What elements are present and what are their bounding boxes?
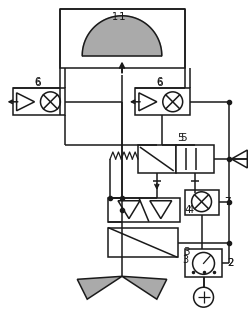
Text: 2: 2 [227, 259, 234, 268]
Text: 1: 1 [119, 12, 125, 22]
Text: 6: 6 [34, 78, 41, 87]
Text: 6: 6 [157, 78, 163, 87]
Bar [13, 88, 65, 115]
Bar [108, 198, 180, 222]
Text: 7: 7 [224, 197, 231, 207]
Text: 3: 3 [183, 255, 189, 265]
Bar [135, 88, 190, 115]
Text: 6: 6 [156, 78, 163, 88]
Text: 5: 5 [180, 133, 187, 143]
Text: 5: 5 [178, 133, 184, 143]
Text: 4: 4 [188, 205, 194, 215]
Text: 7: 7 [224, 197, 231, 207]
Text: 2: 2 [227, 259, 234, 268]
Bar [185, 250, 222, 277]
Bar [176, 145, 213, 173]
Text: 3: 3 [183, 247, 189, 257]
Text: 1: 1 [112, 12, 118, 22]
Polygon shape [77, 276, 122, 299]
Polygon shape [122, 276, 167, 299]
Bar [108, 228, 178, 257]
Bar [185, 190, 219, 215]
Bar [60, 9, 185, 69]
Polygon shape [82, 16, 162, 55]
Text: 4: 4 [185, 205, 191, 215]
Text: 6: 6 [34, 78, 41, 88]
Bar [138, 145, 176, 173]
